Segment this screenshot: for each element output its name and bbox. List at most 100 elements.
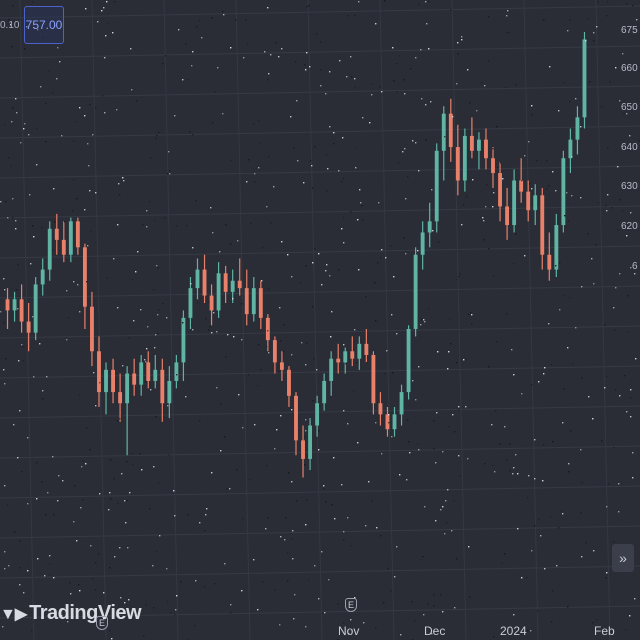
candle-up[interactable] — [47, 228, 52, 270]
candle-down[interactable] — [61, 239, 66, 255]
candle-down[interactable] — [385, 414, 390, 430]
candle-down[interactable] — [265, 317, 270, 341]
candle-down[interactable] — [5, 299, 10, 311]
candle-down[interactable] — [118, 392, 123, 404]
candle-up[interactable] — [413, 254, 418, 329]
candle-up[interactable] — [315, 403, 320, 426]
candle-up[interactable] — [512, 180, 517, 226]
candle-down[interactable] — [526, 191, 531, 211]
candle-down[interactable] — [202, 269, 207, 296]
candle-up[interactable] — [406, 328, 411, 393]
candle-up[interactable] — [392, 414, 397, 430]
candle-down[interactable] — [19, 299, 24, 322]
candle-up[interactable] — [575, 117, 580, 140]
candle-down[interactable] — [146, 362, 151, 381]
candle-up[interactable] — [216, 273, 221, 311]
candle-down[interactable] — [364, 343, 369, 355]
candle-down[interactable] — [132, 373, 137, 385]
current-price-badge[interactable]: 757.00 — [24, 6, 64, 44]
candle-up[interactable] — [343, 351, 348, 363]
candle-up[interactable] — [441, 113, 446, 151]
candle-down[interactable] — [336, 358, 341, 363]
candle-down[interactable] — [505, 206, 510, 226]
candle-up[interactable] — [195, 269, 200, 289]
candle-down[interactable] — [491, 158, 495, 174]
candle-down[interactable] — [301, 440, 305, 459]
noise-dot — [36, 128, 38, 130]
candle-down[interactable] — [519, 180, 524, 192]
candle-up[interactable] — [125, 373, 130, 404]
scroll-right-button[interactable]: » — [612, 544, 634, 572]
candle-up[interactable] — [420, 232, 425, 255]
candle-up[interactable] — [554, 225, 559, 270]
candle-down[interactable] — [378, 403, 383, 415]
event-marker-icon[interactable]: E — [345, 598, 357, 612]
candle-up[interactable] — [477, 139, 481, 151]
event-marker-icon[interactable]: E — [96, 616, 108, 630]
noise-dot — [301, 342, 303, 344]
candle-up[interactable] — [533, 195, 538, 211]
noise-dot — [564, 215, 566, 217]
candle-down[interactable] — [540, 195, 545, 255]
tradingview-logo[interactable]: ▼▶ TradingView — [0, 602, 142, 625]
noise-dot — [615, 389, 617, 391]
noise-dot — [53, 188, 55, 190]
candle-down[interactable] — [209, 295, 214, 311]
candle-down[interactable] — [97, 351, 101, 393]
candle-down[interactable] — [279, 362, 284, 370]
candle-down[interactable] — [54, 228, 59, 240]
candle-up[interactable] — [308, 425, 313, 459]
candle-down[interactable] — [448, 113, 453, 148]
noise-dot — [463, 359, 465, 361]
candle-down[interactable] — [498, 173, 502, 207]
noise-dot — [380, 535, 382, 537]
candle-down[interactable] — [350, 351, 355, 359]
noise-dot — [303, 182, 305, 184]
candle-down[interactable] — [484, 139, 488, 159]
candle-up[interactable] — [462, 135, 467, 181]
candle-down[interactable] — [82, 247, 87, 307]
candle-down[interactable] — [244, 288, 249, 315]
candle-down[interactable] — [371, 354, 376, 404]
candle-down[interactable] — [111, 369, 115, 393]
candle-up[interactable] — [582, 39, 587, 118]
candle-down[interactable] — [547, 254, 552, 270]
noise-dot — [383, 602, 385, 604]
candle-down[interactable] — [272, 340, 277, 363]
candle-down[interactable] — [258, 288, 263, 318]
candle-down[interactable] — [237, 280, 242, 289]
candle-up[interactable] — [33, 284, 38, 333]
candle-up[interactable] — [153, 369, 158, 381]
candle-up[interactable] — [568, 139, 573, 159]
candle-down[interactable] — [294, 395, 298, 441]
candle-up[interactable] — [104, 369, 108, 393]
candle-up[interactable] — [139, 362, 144, 385]
candle-up[interactable] — [427, 221, 432, 233]
candle-up[interactable] — [399, 392, 404, 415]
candle-up[interactable] — [561, 158, 566, 226]
candle-down[interactable] — [287, 369, 291, 396]
candle-down[interactable] — [469, 135, 474, 151]
candle-up[interactable] — [188, 288, 193, 318]
candle-up[interactable] — [167, 380, 172, 404]
candle-up[interactable] — [12, 299, 17, 311]
candle-up[interactable] — [174, 362, 179, 381]
candle-up[interactable] — [434, 150, 439, 222]
noise-dot — [287, 580, 289, 582]
candle-down[interactable] — [90, 306, 94, 352]
candle-up[interactable] — [322, 380, 327, 404]
candle-down[interactable] — [223, 273, 228, 292]
candle-down[interactable] — [75, 221, 80, 248]
candle-down[interactable] — [26, 321, 31, 333]
candle-up[interactable] — [40, 269, 45, 285]
noise-dot — [258, 344, 260, 346]
noise-dot — [86, 427, 88, 429]
candle-up[interactable] — [251, 288, 256, 315]
candle-up[interactable] — [329, 358, 334, 381]
candle-down[interactable] — [455, 147, 460, 181]
candle-up[interactable] — [230, 280, 235, 292]
candle-up[interactable] — [68, 221, 73, 255]
candle-down[interactable] — [160, 369, 165, 404]
candle-up[interactable] — [181, 317, 186, 363]
candle-up[interactable] — [357, 343, 362, 359]
